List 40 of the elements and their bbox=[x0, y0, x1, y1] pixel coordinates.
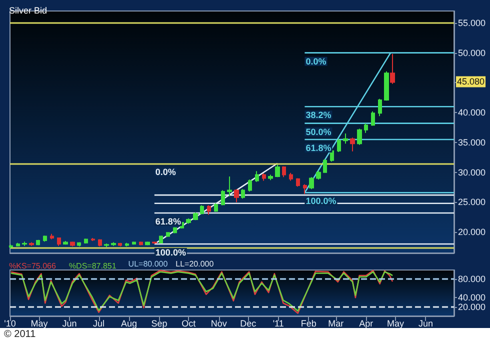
annotation: 38.2% bbox=[306, 110, 332, 120]
text: © 2011 bbox=[4, 329, 36, 340]
x-tick-label: May bbox=[386, 318, 404, 328]
annotation: 100.0% bbox=[306, 196, 336, 206]
ref-line-label: UL=80.000 bbox=[128, 260, 168, 268]
ref-line-label: LL=20.000 bbox=[176, 260, 214, 268]
chart-title: Silver Bid bbox=[9, 6, 48, 16]
annotation: 50.0% bbox=[306, 126, 332, 137]
annotation: 100.0% bbox=[155, 248, 186, 258]
y-tick-label: 20.000 bbox=[458, 227, 486, 238]
annotation: 0.0% bbox=[155, 166, 176, 177]
x-tick-label: Sep bbox=[151, 318, 168, 328]
x-tick-label: Apr bbox=[359, 318, 374, 328]
annotation: 45.080 bbox=[457, 76, 485, 87]
y-tick-label: 20.000 bbox=[458, 302, 486, 312]
annotation: 0.0% bbox=[306, 56, 326, 66]
y-tick-label: 50.000 bbox=[458, 48, 486, 58]
x-tick-label: Jul bbox=[93, 318, 105, 328]
y-tick-label: 35.000 bbox=[458, 137, 486, 148]
x-tick-label: Jun bbox=[418, 318, 433, 328]
x-tick-label: Feb bbox=[300, 318, 316, 328]
x-tick-label: Nov bbox=[210, 318, 228, 328]
x-tick-label: Jun bbox=[62, 318, 77, 328]
y-tick-label: 40.000 bbox=[458, 108, 486, 118]
x-tick-label: Mar bbox=[328, 318, 344, 328]
y-tick-label: 55.000 bbox=[458, 18, 486, 28]
series-label: %KS=75.066 bbox=[9, 262, 56, 270]
y-tick-label: 30.000 bbox=[458, 167, 486, 178]
x-tick-label: '10 bbox=[4, 318, 16, 328]
x-tick-label: May bbox=[30, 318, 48, 328]
annotation: 61.8% bbox=[155, 216, 181, 226]
annotation: 61.8% bbox=[306, 142, 332, 153]
x-tick-label: Oct bbox=[182, 318, 196, 328]
y-tick-label: 40.000 bbox=[458, 292, 486, 303]
series-label: %DS=87.851 bbox=[68, 262, 117, 270]
x-tick-label: Aug bbox=[121, 318, 138, 328]
x-tick-label: '11 bbox=[272, 318, 284, 328]
x-tick-label: Dec bbox=[240, 318, 257, 328]
y-tick-label: 25.000 bbox=[458, 197, 486, 208]
y-tick-label: 80.000 bbox=[458, 274, 486, 284]
